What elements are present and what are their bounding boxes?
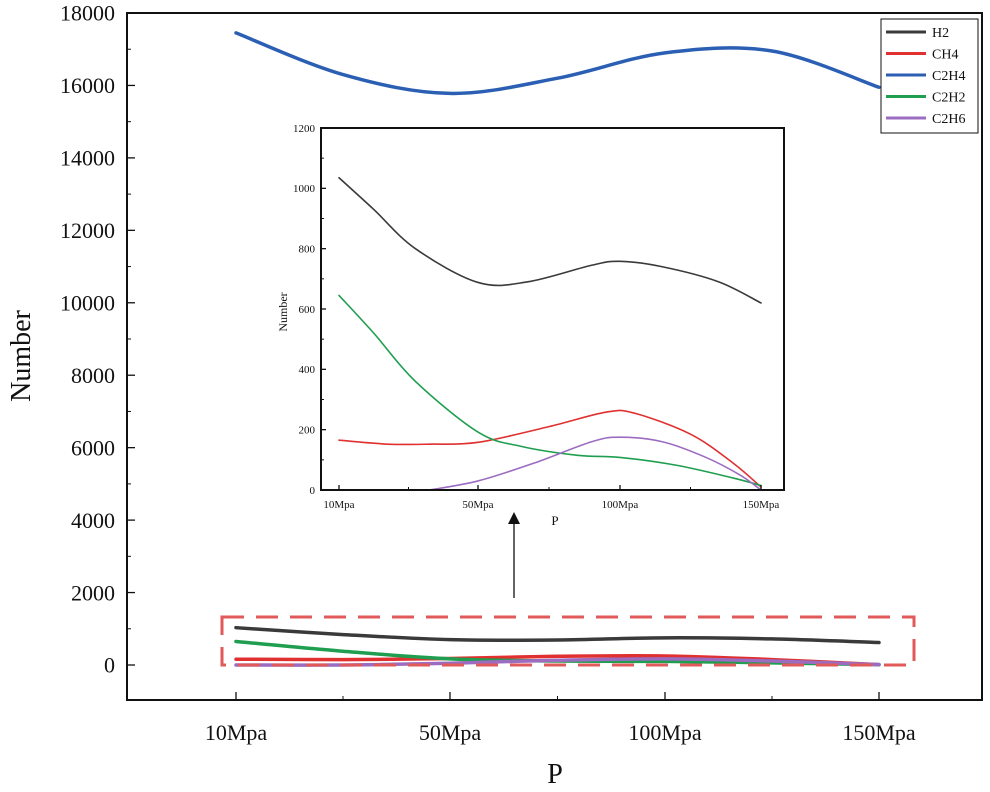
main-y-tick-label: 10000 bbox=[60, 290, 115, 315]
main-series-line-c2h4 bbox=[234, 31, 881, 96]
main-x-tick-label: 50Mpa bbox=[419, 720, 482, 745]
legend-label-h2: H2 bbox=[932, 26, 949, 41]
inset-x-axis-title: P bbox=[551, 513, 558, 528]
inset-x-tick-label: 150Mpa bbox=[743, 499, 780, 511]
legend-label-ch4: CH4 bbox=[932, 48, 958, 63]
main-y-tick-label: 4000 bbox=[71, 508, 115, 533]
main-y-tick-label: 18000 bbox=[60, 1, 115, 26]
legend-label-c2h4: C2H4 bbox=[932, 69, 965, 84]
legend-label-c2h2: C2H2 bbox=[932, 91, 965, 106]
main-y-tick-label: 12000 bbox=[60, 218, 115, 243]
inset-series-line-h2 bbox=[338, 176, 762, 304]
main-y-axis-title: Number bbox=[6, 309, 37, 401]
inset-y-axis-title: Number bbox=[276, 292, 290, 331]
main-y-tick-label: 8000 bbox=[71, 363, 115, 388]
main-x-axis: 10Mpa 50Mpa 100Mpa 150Mpa bbox=[205, 692, 916, 745]
main-x-tick-label: 150Mpa bbox=[842, 720, 916, 745]
main-y-tick-label: 16000 bbox=[60, 73, 115, 98]
main-y-axis: 0 2000 4000 6000 8000 10000 12000 14000 16000 180… bbox=[60, 1, 135, 678]
zoom-arrow bbox=[508, 512, 520, 598]
inset-y-tick-label: 800 bbox=[299, 244, 316, 256]
inset-background bbox=[321, 128, 784, 490]
zoom-highlight-box bbox=[220, 615, 916, 667]
inset-y-tick-label: 400 bbox=[299, 364, 316, 376]
inset-series-line-c2h2 bbox=[338, 294, 762, 487]
main-x-tick-label: 10Mpa bbox=[205, 720, 268, 745]
inset-y-tick-label: 1200 bbox=[293, 123, 316, 135]
inset-y-tick-label: 1000 bbox=[293, 183, 316, 195]
main-y-tick-label: 2000 bbox=[71, 580, 115, 605]
main-y-tick-label: 0 bbox=[104, 653, 115, 678]
inset-series-line-c2h6 bbox=[428, 436, 762, 491]
legend-label-c2h6: C2H6 bbox=[932, 112, 965, 127]
inset-y-tick-label: 600 bbox=[299, 304, 316, 316]
inset-series-line-ch4 bbox=[338, 409, 762, 488]
inset-y-axis: 0 200 400 600 800 1000 1200 bbox=[293, 123, 326, 497]
main-x-axis-title: P bbox=[547, 759, 563, 790]
main-plot-frame bbox=[126, 12, 983, 701]
inset-series-group bbox=[338, 176, 762, 491]
inset-x-tick-label: 50Mpa bbox=[462, 499, 493, 511]
legend: H2 CH4 C2H4 C2H2 C2H6 bbox=[880, 18, 979, 134]
inset-x-tick-label: 10Mpa bbox=[323, 499, 354, 511]
main-y-tick-label: 14000 bbox=[60, 146, 115, 171]
main-series-line-h2 bbox=[234, 625, 881, 645]
main-y-tick-label: 6000 bbox=[71, 435, 115, 460]
inset-x-tick-label: 100Mpa bbox=[602, 499, 639, 511]
main-x-tick-label: 100Mpa bbox=[628, 720, 702, 745]
inset-y-tick-label: 200 bbox=[299, 425, 316, 437]
inset-x-axis: 10Mpa 50Mpa 100Mpa 150Mpa bbox=[323, 485, 779, 511]
inset-y-tick-label: 0 bbox=[310, 485, 316, 497]
